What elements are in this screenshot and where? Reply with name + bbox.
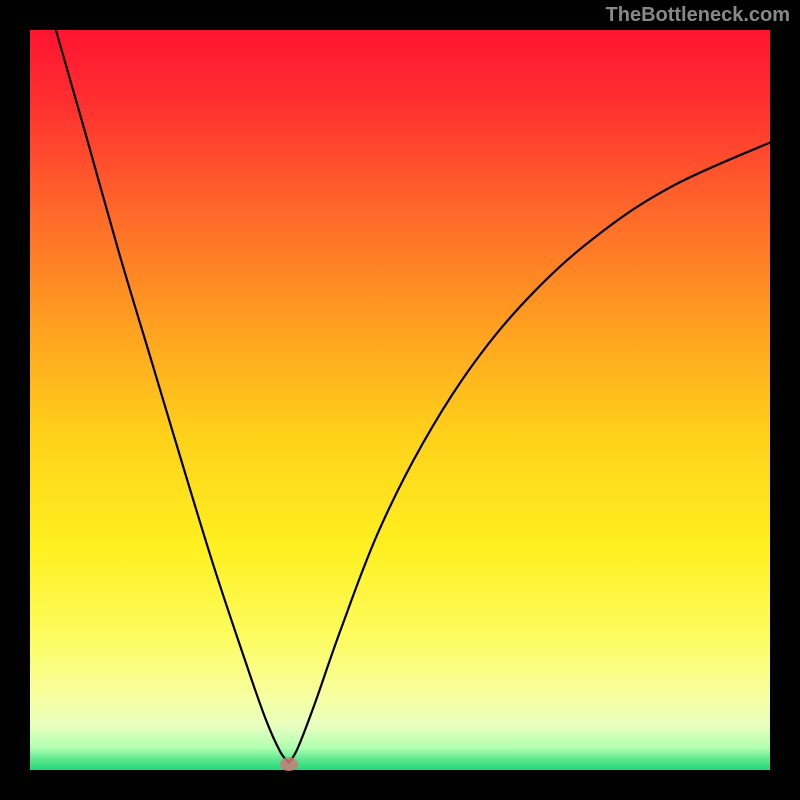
plot-area (30, 30, 770, 770)
bottleneck-curve (30, 30, 770, 770)
curve-path (56, 30, 770, 763)
minimum-marker (280, 757, 298, 771)
chart-container: TheBottleneck.com (0, 0, 800, 800)
attribution-text: TheBottleneck.com (606, 4, 790, 27)
